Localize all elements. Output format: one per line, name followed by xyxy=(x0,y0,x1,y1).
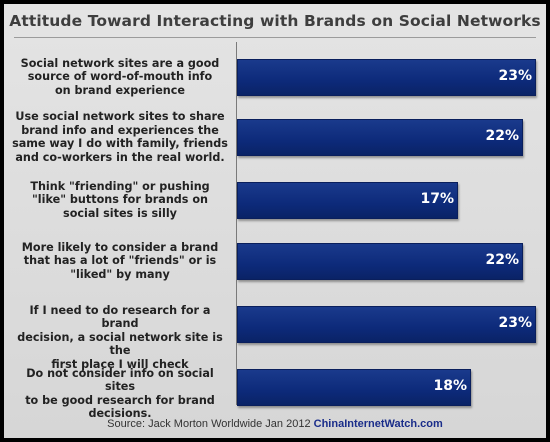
bar xyxy=(237,368,471,406)
bar-value-label: 23% xyxy=(498,315,532,331)
category-label-line: "like" buttons for brands on xyxy=(31,193,209,207)
category-label: Use social network sites to share brand i… xyxy=(10,110,230,164)
category-label: If I need to do research for a brand deci… xyxy=(10,304,230,372)
bar xyxy=(237,118,523,156)
bar-value-label: 22% xyxy=(485,128,519,144)
bar-value-label: 17% xyxy=(420,191,454,207)
category-label-line: Use social network sites to share xyxy=(15,110,225,123)
category-label: Do not consider info on social sites to b… xyxy=(10,367,230,421)
category-label-line: More likely to consider a brand xyxy=(21,240,219,254)
category-label-line: Think "friending" or pushing xyxy=(30,179,210,193)
category-axis-line xyxy=(236,42,237,405)
category-label-line: first place I will check xyxy=(51,357,189,371)
category-label-line: that has a lot of "friends" or is xyxy=(23,254,217,268)
chart-title: Attitude Toward Interacting with Brands … xyxy=(9,12,541,30)
bar xyxy=(237,305,536,343)
category-label-line: brand info and experiences the xyxy=(21,123,219,137)
category-label-line: same way I do with family, friends xyxy=(12,137,228,150)
category-label-line: and co-workers in the real world. xyxy=(15,150,225,164)
bar-value-label: 22% xyxy=(485,252,519,268)
bar xyxy=(237,58,536,96)
chart-frame: Attitude Toward Interacting with Brands … xyxy=(4,4,546,438)
category-label-line: "liked" by many xyxy=(70,267,170,281)
category-label-line: on brand experience xyxy=(54,83,185,97)
category-label: Think "friending" or pushing "like" butto… xyxy=(10,180,230,221)
bar-value-label: 23% xyxy=(498,68,532,84)
source-text: Source: Jack Morton Worldwide Jan 2012 xyxy=(107,418,311,430)
bar xyxy=(237,181,458,219)
bar xyxy=(237,242,523,280)
category-label: More likely to consider a brand that has … xyxy=(10,241,230,282)
category-label-line: Do not consider info on social sites xyxy=(26,366,214,394)
category-label-line: If I need to do research for a brand xyxy=(29,303,211,331)
category-label: Social network sites are a good source of… xyxy=(10,57,230,98)
title-divider xyxy=(14,37,536,38)
source-site: ChinaInternetWatch.com xyxy=(313,418,443,430)
category-label-line: decision, a social network site is the xyxy=(17,330,223,358)
bar-value-label: 18% xyxy=(433,378,467,394)
category-label-line: Social network sites are a good xyxy=(20,56,220,70)
category-label-line: decisions. xyxy=(88,407,152,421)
source-line: Source: Jack Morton Worldwide Jan 2012 C… xyxy=(4,418,546,430)
category-label-line: source of word-of-mouth info xyxy=(27,70,213,84)
category-label-line: social sites is silly xyxy=(63,206,177,220)
category-label-line: to be good research for brand xyxy=(25,393,215,407)
